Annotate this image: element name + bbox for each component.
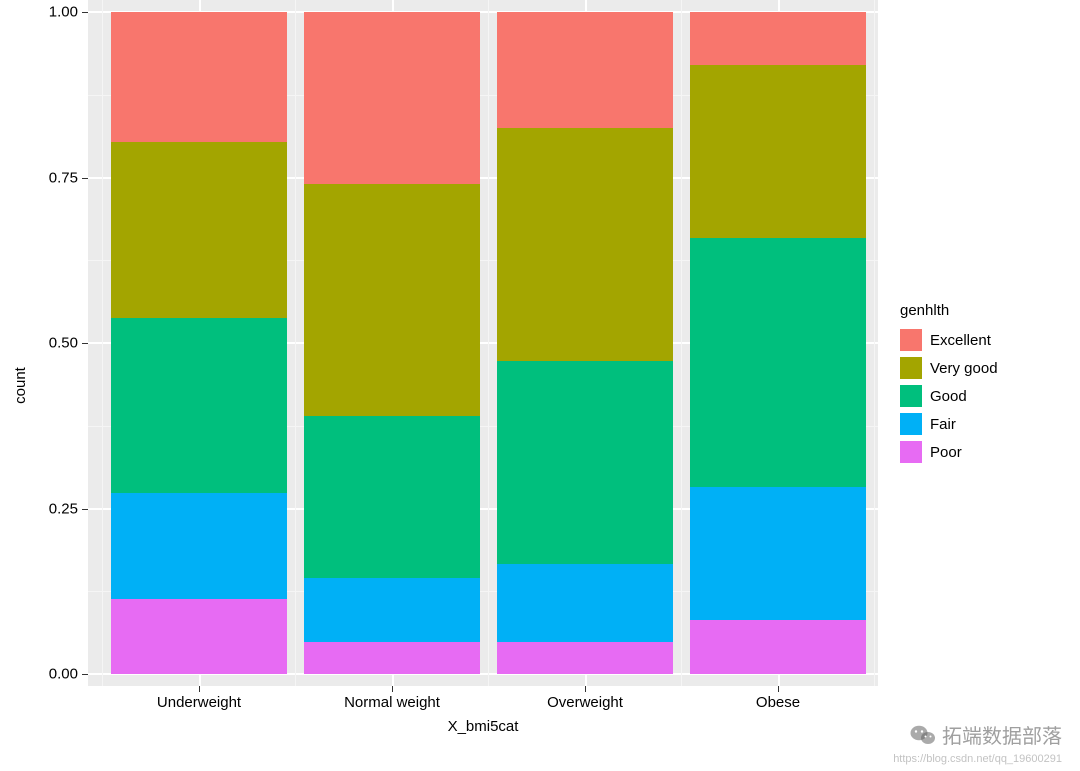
x-tick-label: Obese <box>756 694 800 711</box>
x-tick-mark <box>778 686 779 692</box>
plot-panel <box>88 0 878 686</box>
bar-segment <box>690 65 866 238</box>
bar-segment <box>304 578 480 642</box>
chart-container: count 0.00 0.25 0.50 0.75 1.00 Underweight No… <box>0 0 1080 771</box>
y-axis-title-text: count <box>11 367 28 404</box>
x-tick-mark <box>585 686 586 692</box>
legend-label: Excellent <box>930 332 991 349</box>
legend-item: Poor <box>900 441 1080 463</box>
x-tick-label: Overweight <box>547 694 623 711</box>
watermark-primary: 拓端数据部落 <box>910 720 1062 749</box>
legend-key <box>900 385 922 407</box>
y-axis-ticks: 0.00 0.25 0.50 0.75 1.00 <box>40 0 88 771</box>
bar-segment <box>690 238 866 487</box>
x-tick-mark <box>199 686 200 692</box>
legend-item: Very good <box>900 357 1080 379</box>
bar-segment <box>111 142 287 317</box>
plot-column: UnderweightNormal weightOverweightObese … <box>88 0 878 771</box>
bar-segment <box>304 184 480 416</box>
bar-group <box>304 12 480 674</box>
x-tick-label: Underweight <box>157 694 241 711</box>
legend-label: Fair <box>930 416 956 433</box>
bar-segment <box>497 128 673 361</box>
bar-segment <box>111 493 287 599</box>
bar-group <box>497 12 673 674</box>
bars-layer <box>88 12 878 674</box>
y-tick-label: 0.75 <box>49 169 78 186</box>
bar-segment <box>111 318 287 493</box>
bar-segment <box>111 12 287 142</box>
legend-label: Poor <box>930 444 962 461</box>
y-tick-label: 0.00 <box>49 666 78 683</box>
legend-label: Very good <box>930 360 998 377</box>
y-tick-label: 0.25 <box>49 500 78 517</box>
legend-key <box>900 441 922 463</box>
bar-segment <box>690 12 866 65</box>
legend-title: genhlth <box>900 302 1080 319</box>
x-axis-title-text: X_bmi5cat <box>448 718 519 735</box>
bar-group <box>690 12 866 674</box>
legend-item: Excellent <box>900 329 1080 351</box>
y-tick-label: 0.50 <box>49 335 78 352</box>
bar-segment <box>304 12 480 184</box>
bar-group <box>111 12 287 674</box>
x-tick-mark <box>392 686 393 692</box>
legend-label: Good <box>930 388 967 405</box>
legend: genhlth Excellent Very good Good Fair Poor <box>878 0 1080 771</box>
watermark-secondary: https://blog.csdn.net/qq_19600291 <box>893 753 1062 765</box>
bar-segment <box>111 599 287 674</box>
legend-key <box>900 413 922 435</box>
wechat-icon <box>910 724 936 746</box>
legend-key <box>900 329 922 351</box>
watermark-text: 拓端数据部落 <box>942 720 1062 749</box>
legend-item: Good <box>900 385 1080 407</box>
legend-items: Excellent Very good Good Fair Poor <box>900 329 1080 469</box>
bar-segment <box>304 416 480 578</box>
bar-segment <box>304 642 480 674</box>
x-tick-label: Normal weight <box>344 694 440 711</box>
bar-segment <box>497 361 673 564</box>
x-axis-title: X_bmi5cat <box>88 714 878 750</box>
bar-segment <box>690 487 866 619</box>
x-axis-ticks: Underweight Normal weight Overweight Obese <box>88 686 878 714</box>
legend-item: Fair <box>900 413 1080 435</box>
bar-segment <box>497 642 673 674</box>
bar-segment <box>497 564 673 642</box>
y-tick-label: 1.00 <box>49 4 78 21</box>
bar-segment <box>690 620 866 674</box>
legend-key <box>900 357 922 379</box>
bar-segment <box>497 12 673 128</box>
y-axis-title: count <box>0 0 40 771</box>
